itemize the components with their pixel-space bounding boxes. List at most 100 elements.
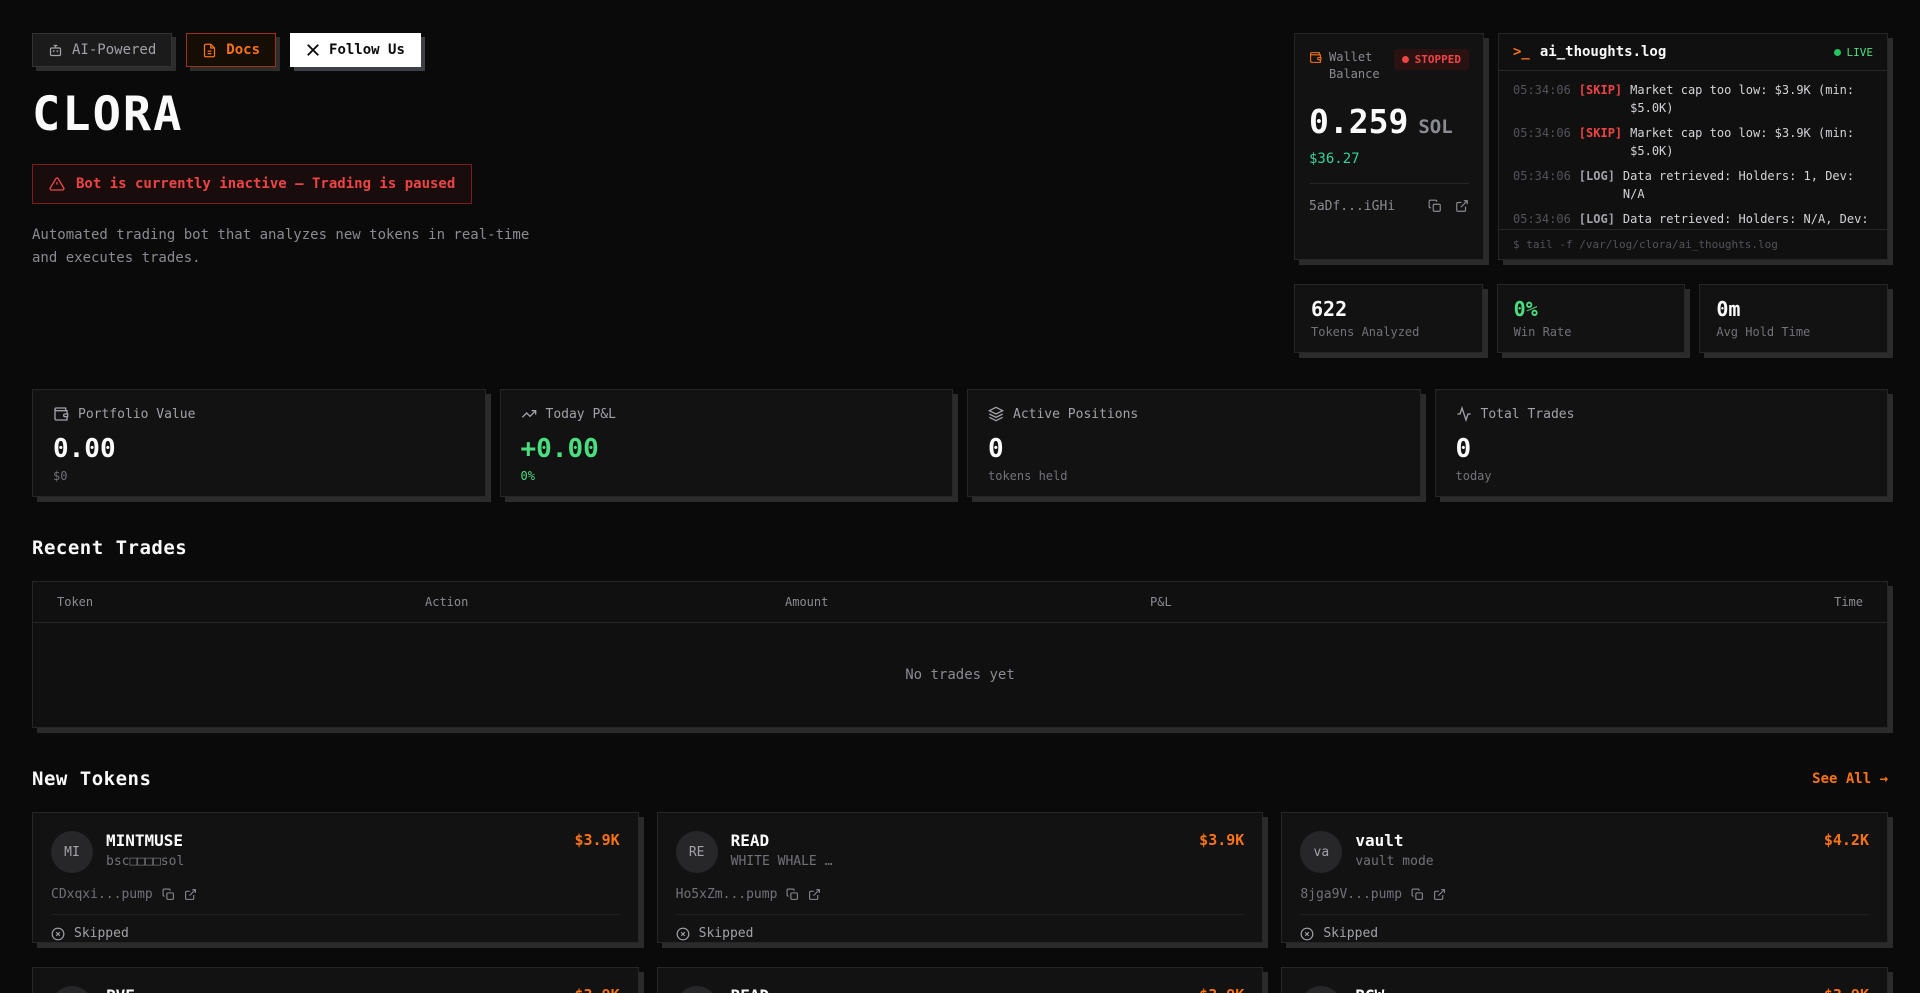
portfolio-value-sub: $0 — [53, 469, 68, 483]
avg-hold-time-value: 0m — [1716, 297, 1741, 321]
avatar: RG — [1300, 986, 1343, 993]
activity-icon — [1456, 406, 1472, 422]
column-time: Time — [1834, 595, 1863, 609]
app-description: Automated trading bot that analyzes new … — [32, 227, 530, 267]
token-market-cap: $4.2K — [1823, 831, 1869, 849]
avatar: PV — [51, 986, 93, 993]
today-pnl-label: Today P&L — [545, 406, 616, 422]
file-text-icon — [202, 43, 217, 58]
token-card-rgw[interactable]: RG RGW RefGoneWild $3.9K — [1281, 967, 1888, 993]
external-link-icon[interactable] — [1433, 888, 1446, 901]
external-link-icon[interactable] — [184, 888, 197, 901]
robot-icon — [48, 43, 63, 58]
layers-icon — [988, 406, 1004, 422]
column-action: Action — [425, 595, 469, 609]
token-market-cap: $3.9K — [575, 986, 620, 993]
total-trades-sub: today — [1455, 469, 1492, 483]
empty-state-message: No trades yet — [905, 667, 1015, 683]
inactive-warning-banner: Bot is currently inactive — Trading is p… — [32, 164, 473, 204]
new-tokens-title: New Tokens — [32, 768, 152, 790]
docs-button[interactable]: Docs — [186, 33, 277, 67]
token-market-cap: $3.9K — [1824, 986, 1869, 993]
log-entry: 05:34:06 [LOG] Data retrieved: Holders: … — [1513, 169, 1855, 201]
portfolio-value-label: Portfolio Value — [78, 406, 196, 422]
circle-x-icon — [1300, 927, 1314, 941]
terminal-prompt-icon: >_ — [1513, 44, 1530, 60]
divider — [1309, 182, 1469, 184]
copy-address-icon[interactable] — [162, 888, 175, 901]
status-badge: STOPPED — [1393, 49, 1469, 70]
wallet-balance-card: Wallet Balance STOPPED 0.259 SOL $36.27 — [1294, 33, 1484, 260]
token-name: READ — [731, 986, 833, 993]
token-card-read[interactable]: RE READ WHITE WHALE … $3.9K Ho5xZm...pum… — [656, 812, 1264, 943]
copy-address-icon[interactable] — [1411, 888, 1424, 901]
token-address: CDxqxi...pump — [51, 887, 153, 902]
sol-balance-value: 0.259 — [1309, 101, 1409, 141]
ai-powered-label: AI-Powered — [72, 42, 157, 58]
page-title: CLORA — [32, 87, 184, 142]
avatar: MI — [51, 831, 93, 873]
trending-up-icon — [521, 406, 537, 422]
token-status-label: Skipped — [698, 926, 754, 941]
live-dot-icon — [1833, 48, 1841, 56]
see-all-link[interactable]: See All → — [1812, 771, 1888, 787]
active-positions-label: Active Positions — [1013, 406, 1139, 422]
wallet-icon — [53, 406, 69, 422]
today-pnl-card: Today P&L +0.00 0% — [499, 389, 953, 497]
win-rate-label: Win Rate — [1513, 325, 1572, 339]
token-name: READ — [730, 831, 770, 850]
token-grid: MI MINTMUSE bsc□□□□sol $3.9K CDxqxi...pu… — [32, 812, 1888, 993]
token-address: 8jga9V...pump — [1300, 887, 1403, 902]
ai-thoughts-terminal: >_ ai_thoughts.log LIVE 05:34:06 [SKIP] … — [1498, 33, 1888, 260]
token-card-mintmuse[interactable]: MI MINTMUSE bsc□□□□sol $3.9K CDxqxi...pu… — [32, 812, 639, 943]
header: AI-Powered Docs Follow Us CLORA — [32, 33, 652, 353]
terminal-title: ai_thoughts.log — [1539, 44, 1667, 60]
token-status-label: Skipped — [74, 926, 129, 941]
follow-us-button[interactable]: Follow Us — [290, 33, 421, 67]
column-amount: Amount — [785, 595, 829, 609]
portfolio-value-card: Portfolio Value 0.00 $0 — [32, 389, 486, 497]
circle-x-icon — [51, 927, 65, 941]
total-trades-card: Total Trades 0 today — [1434, 389, 1888, 497]
wallet-icon — [1309, 51, 1322, 84]
avg-hold-time-label: Avg Hold Time — [1716, 325, 1811, 339]
external-link-icon[interactable] — [1455, 199, 1469, 213]
token-market-cap: $3.9K — [1199, 986, 1244, 993]
token-card-pve[interactable]: PV PVE Player VS Em… $3.9K — [32, 967, 639, 993]
token-market-cap: $3.9K — [1199, 831, 1245, 849]
log-entry: 05:34:06 [SKIP] Market cap too low: $3.9… — [1513, 126, 1855, 158]
recent-trades-title: Recent Trades — [32, 537, 188, 559]
token-name: PVE — [106, 986, 208, 993]
wallet-balance-label: Wallet Balance — [1329, 50, 1380, 82]
token-card-vault[interactable]: va vault vault mode $4.2K 8jga9V...pump … — [1281, 812, 1888, 943]
avg-hold-time-stat: 0m Avg Hold Time — [1699, 284, 1889, 353]
active-positions-value: 0 — [988, 434, 1004, 464]
token-address: Ho5xZm...pump — [675, 887, 778, 902]
token-subtitle: WHITE WHALE … — [730, 854, 833, 869]
external-link-icon[interactable] — [808, 888, 821, 901]
total-trades-label: Total Trades — [1480, 406, 1575, 422]
tokens-analyzed-value: 622 — [1311, 297, 1348, 321]
new-tokens-section: New Tokens See All → MI MINTMUSE bsc□□□□… — [32, 768, 1888, 993]
log-entry: 05:34:06 [LOG] Data retrieved: Holders: … — [1513, 212, 1869, 226]
copy-address-icon[interactable] — [786, 888, 799, 901]
recent-trades-section: Recent Trades Token Action Amount P&L Ti… — [32, 537, 1888, 728]
active-positions-sub: tokens held — [988, 469, 1068, 483]
portfolio-value: 0.00 — [53, 434, 116, 464]
avatar: RE — [675, 831, 718, 873]
log-entry: 05:34:06 [SKIP] Market cap too low: $3.9… — [1513, 83, 1855, 115]
circle-x-icon — [676, 927, 690, 941]
tokens-analyzed-label: Tokens Analyzed — [1311, 325, 1420, 339]
warning-text: Bot is currently inactive — Trading is p… — [76, 176, 456, 192]
warning-triangle-icon — [49, 176, 65, 192]
ai-powered-badge: AI-Powered — [32, 33, 173, 67]
live-badge: LIVE — [1833, 46, 1873, 59]
active-positions-card: Active Positions 0 tokens held — [967, 389, 1421, 497]
stopped-dot-icon — [1401, 56, 1409, 63]
x-logo-icon — [306, 43, 320, 57]
column-pnl: P&L — [1150, 595, 1172, 609]
copy-address-icon[interactable] — [1428, 199, 1442, 213]
avatar: RE — [675, 986, 718, 993]
token-card-read-2[interactable]: RE READ WHITE WHALE … $3.9K — [656, 967, 1264, 993]
